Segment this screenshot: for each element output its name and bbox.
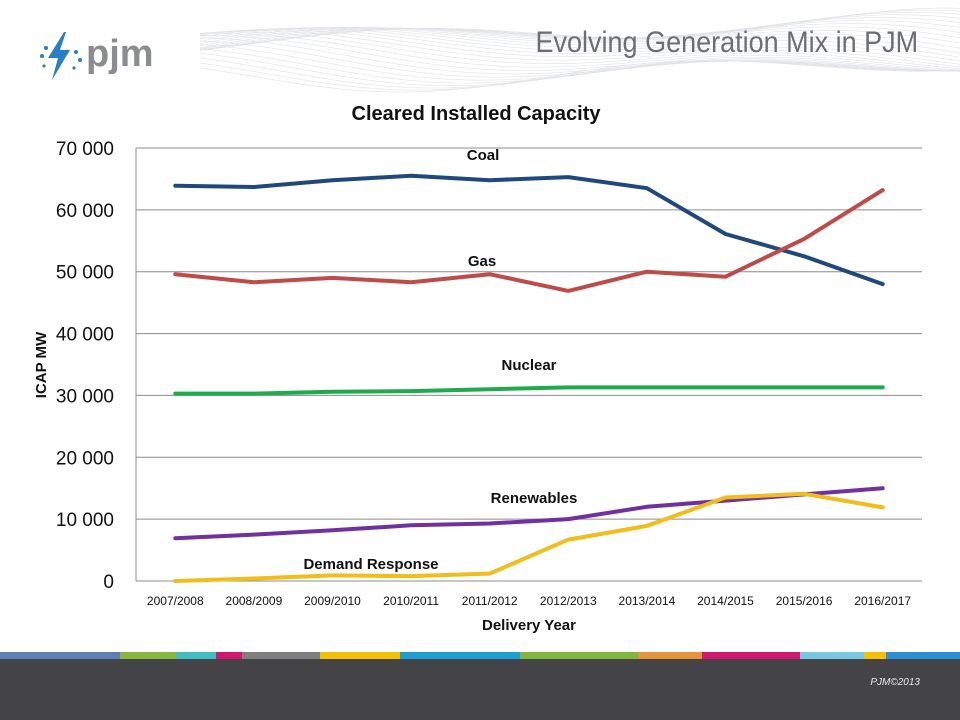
stripe-segment [320, 652, 400, 659]
stripe-segment [638, 652, 702, 659]
stripe-segment [242, 652, 320, 659]
y-tick-label: 10 000 [56, 510, 114, 531]
stripe-segment [176, 652, 216, 659]
series-line-coal [173, 173, 885, 287]
wave-line [199, 28, 960, 62]
x-axis-title: Delivery Year [482, 617, 576, 634]
series-label-nuclear: Nuclear [501, 357, 556, 374]
x-tick-label: 2009/2010 [304, 594, 361, 608]
wave-line [199, 20, 960, 50]
y-tick-label: 20 000 [56, 448, 114, 469]
wave-line [199, 29, 960, 65]
series-line-nuclear [173, 385, 885, 396]
series-label-demand-response: Demand Response [303, 556, 438, 573]
series-lines [173, 173, 885, 583]
stripe-segment [520, 652, 638, 659]
y-axis-title: ICAP MW [33, 331, 50, 398]
x-tick-label: 2013/2014 [619, 594, 676, 608]
wave-line [199, 35, 960, 72]
wave-line [199, 27, 960, 54]
x-tick-label: 2010/2011 [383, 594, 439, 608]
stripe-segment [0, 652, 120, 659]
y-tick-label: 40 000 [56, 325, 114, 346]
wave-line [199, 27, 960, 58]
series-labels: Coal Gas Nuclear Renewables Demand Response [303, 147, 577, 573]
chart-title: Cleared Installed Capacity [352, 103, 602, 125]
y-tick-label: 70 000 [56, 139, 114, 160]
x-tick-label: 2011/2012 [462, 594, 518, 608]
x-tick-label: 2007/2008 [147, 594, 204, 608]
y-tick-label: 50 000 [56, 263, 114, 284]
y-axis-ticks: 0 10 000 20 000 30 000 40 000 50 000 60 000 70 … [56, 139, 114, 593]
stripe-segment [886, 652, 960, 659]
gridlines [135, 147, 922, 582]
wave-line [199, 31, 960, 69]
y-tick-label: 30 000 [56, 386, 114, 407]
y-tick-label: 0 [103, 572, 114, 593]
series-label-coal: Coal [467, 147, 500, 164]
pjm-logo-mark [40, 32, 82, 80]
y-tick-label: 60 000 [56, 201, 114, 222]
line-chart: Cleared Installed Capacity 0 10 000 20 000… [33, 103, 922, 634]
stripe-segment [864, 652, 886, 659]
slide-title: Evolving Generation Mix in PJM [535, 26, 918, 59]
wave-line [199, 60, 960, 91]
header-wave-decoration [199, 7, 960, 93]
color-stripe [0, 652, 960, 659]
series-line-gas [173, 188, 885, 293]
stripe-segment [216, 652, 242, 659]
pjm-logo: pjm [40, 32, 154, 80]
wave-line [199, 33, 960, 71]
x-tick-label: 2008/2009 [226, 594, 283, 608]
pjm-logo-text: pjm [86, 33, 154, 75]
series-label-gas: Gas [468, 253, 496, 270]
x-tick-label: 2014/2015 [697, 594, 754, 608]
x-tick-label: 2012/2013 [540, 594, 597, 608]
copyright-text: PJM©2013 [870, 677, 920, 688]
wave-line [199, 57, 960, 89]
wave-line [199, 60, 960, 93]
x-axis-ticks: 2007/2008 2008/2009 2009/2010 2010/2011 2011… [147, 594, 911, 608]
stripe-segment [120, 652, 176, 659]
wave-line [199, 14, 960, 51]
series-line-demand-response [173, 491, 885, 583]
wave-line [199, 37, 960, 75]
wave-line [199, 30, 960, 68]
x-tick-label: 2015/2016 [776, 594, 833, 608]
footer-bar: PJM©2013 [0, 659, 960, 720]
series-label-renewables: Renewables [491, 490, 578, 507]
x-tick-label: 2016/2017 [854, 594, 911, 608]
stripe-segment [800, 652, 864, 659]
wave-line [199, 52, 960, 86]
stripe-segment [400, 652, 520, 659]
stripe-segment [702, 652, 800, 659]
